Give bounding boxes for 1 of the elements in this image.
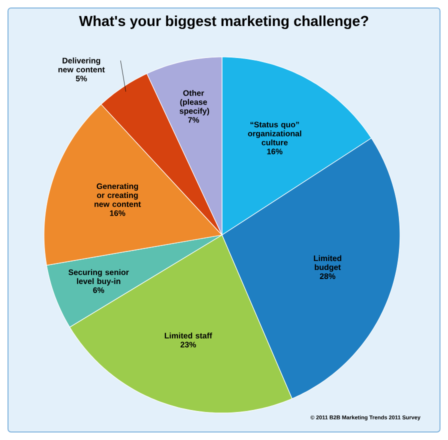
chart-title: What's your biggest marketing challenge? [79,16,368,30]
